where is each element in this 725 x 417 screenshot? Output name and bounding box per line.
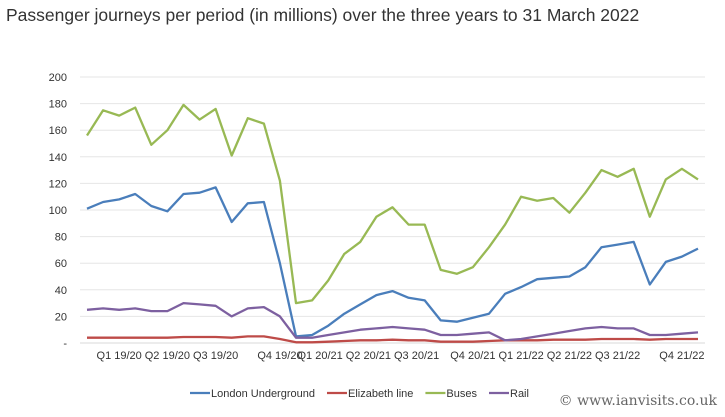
x-tick-label: Q2 20/21 (346, 350, 391, 362)
y-tick-label: 80 (55, 232, 67, 244)
x-tick-label: Q2 19/20 (145, 350, 190, 362)
x-tick-label: Q1 20/21 (298, 350, 343, 362)
series-line-buses (86, 103, 699, 305)
x-tick-label: Q2 21/22 (547, 350, 592, 362)
x-tick-label: Q4 21/22 (659, 350, 704, 362)
y-tick-label: 20 (55, 311, 67, 323)
y-tick-label: 60 (55, 258, 67, 270)
x-tick-label: Q1 19/20 (97, 350, 142, 362)
x-tick-label: Q4 20/21 (450, 350, 495, 362)
y-tick-label: 180 (49, 99, 67, 111)
chart-title: Passenger journeys per period (in millio… (6, 5, 640, 25)
y-tick-label: - (63, 338, 67, 350)
watermark: © www.ianvisits.co.uk (558, 393, 717, 409)
legend-label: London Underground (211, 388, 315, 400)
y-tick-label: 160 (49, 125, 67, 137)
y-tick-label: 140 (49, 152, 67, 164)
y-tick-label: 40 (55, 285, 67, 297)
x-tick-label: Q4 19/20 (257, 350, 302, 362)
legend-label: Buses (446, 388, 477, 400)
y-tick-label: 100 (49, 205, 67, 217)
y-tick-label: 200 (49, 72, 67, 84)
legend-label: Rail (510, 388, 529, 400)
legend-label: Elizabeth line (348, 388, 413, 400)
series-line-london-underground (86, 186, 699, 338)
x-tick-label: Q3 19/20 (193, 350, 238, 362)
x-tick-label: Q1 21/22 (498, 350, 543, 362)
x-tick-label: Q3 20/21 (394, 350, 439, 362)
x-tick-label: Q3 21/22 (595, 350, 640, 362)
series-line-elizabeth-line (87, 335, 698, 344)
y-tick-label: 120 (49, 178, 67, 190)
series-line-rail (86, 301, 699, 342)
